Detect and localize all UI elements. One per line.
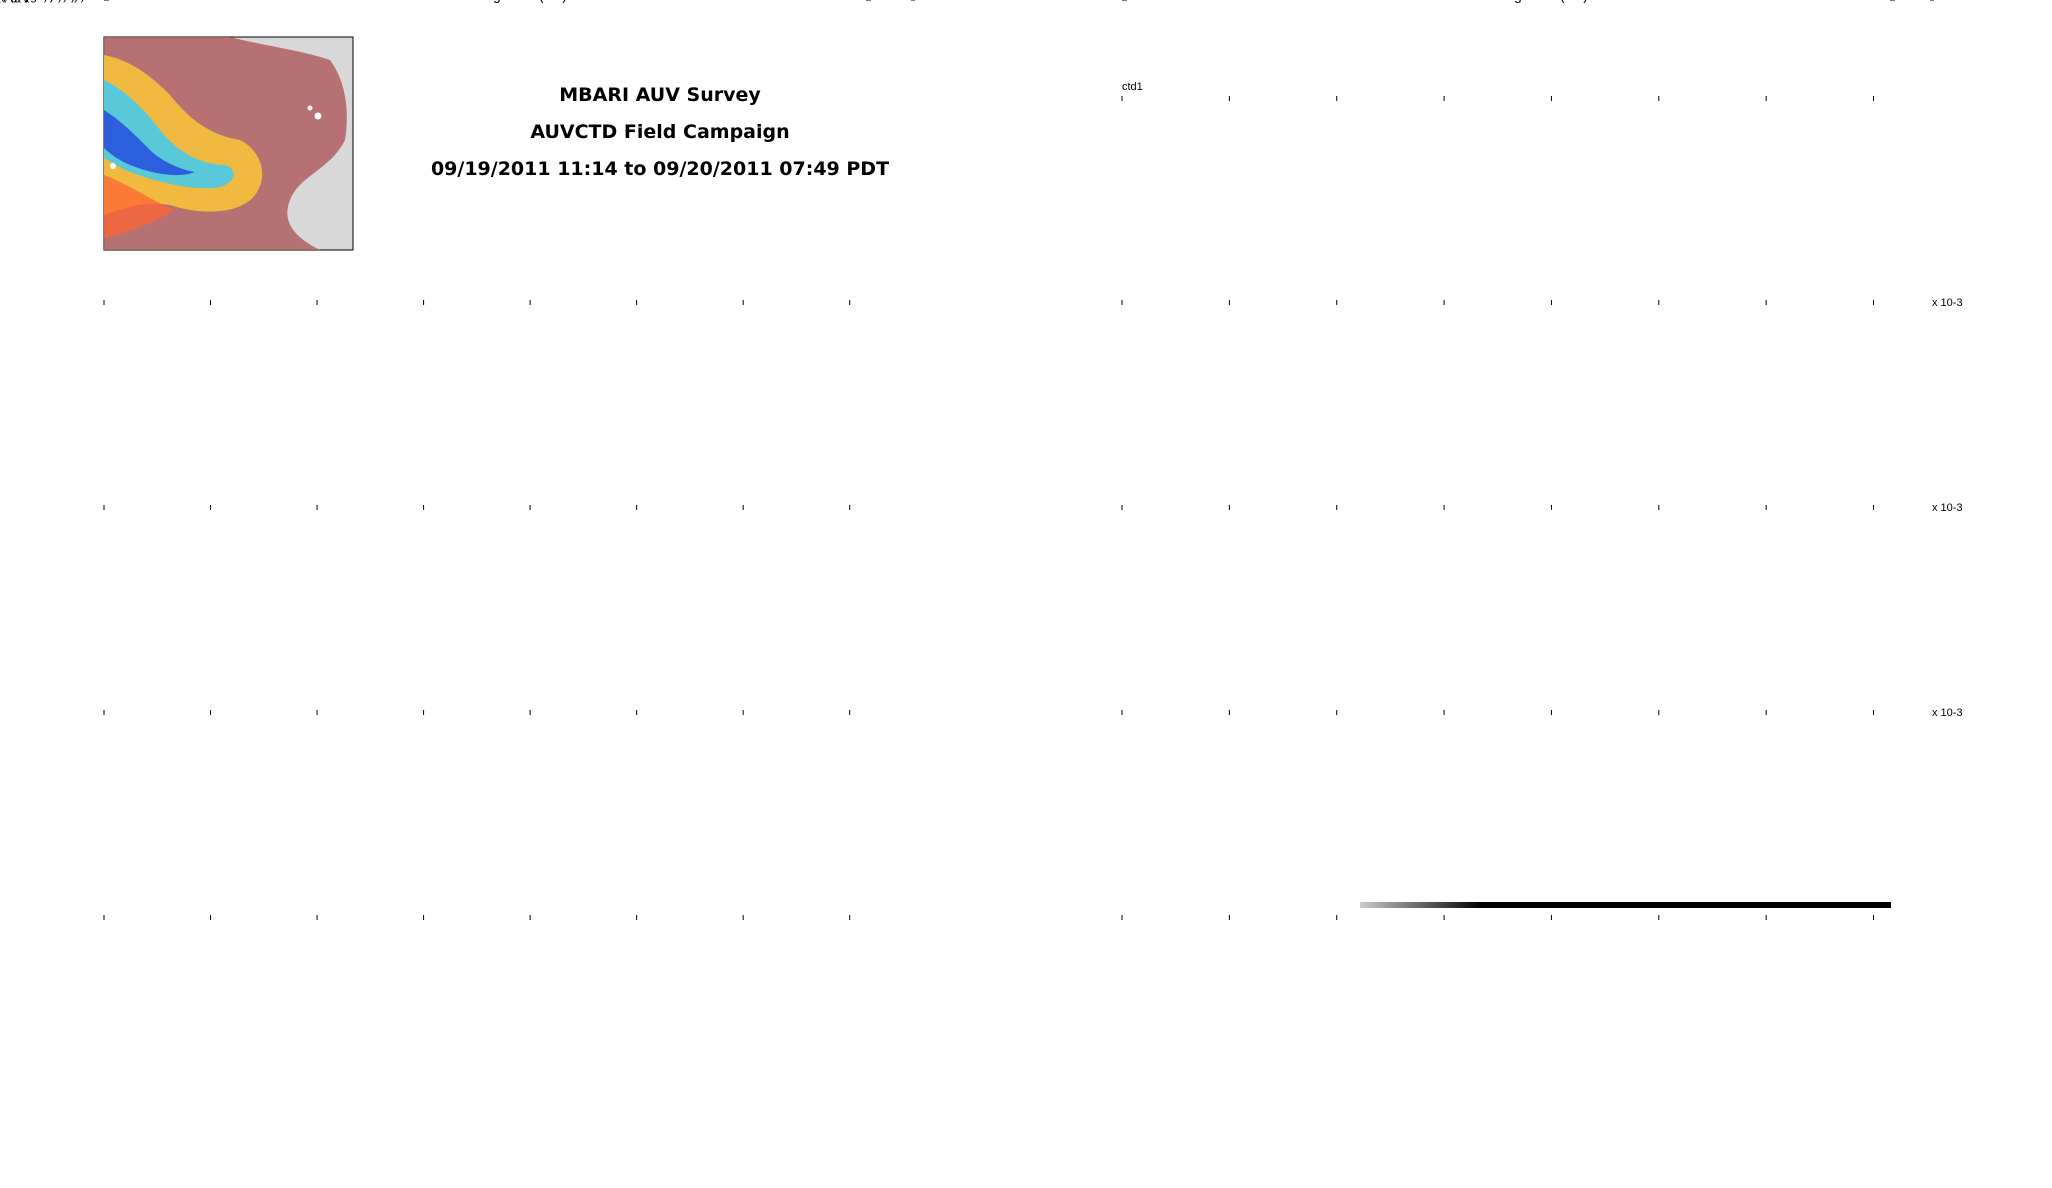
y-tick-label: 15	[84, 0, 98, 3]
colorbar-label: Total Count (log10 count)	[0, 0, 67, 3]
y-tick-label: 25	[84, 0, 98, 3]
y-tick-label: 0	[91, 0, 98, 3]
figure-subtitle: AUVCTD Field Campaign	[400, 121, 920, 143]
panel-transp_count: 0510152025 Depth (m) 2.62.833.23.43.63.8 Tr…	[0, 0, 936, 510]
figure-title: MBARI AUV Survey	[400, 84, 920, 106]
y-tick-label: 20	[84, 0, 98, 3]
colorbar-tick-label: 3.8	[919, 0, 936, 3]
y-tick-label: 5	[91, 0, 98, 3]
y-axis-label: Depth (m)	[0, 0, 29, 3]
panel-total_count: 0510152025 Depth (m) 3.844.24.4 Total Count…	[0, 0, 936, 305]
y-tick-label: 20	[84, 0, 98, 3]
y-axis-label: Depth (m)	[0, 0, 29, 3]
colorbar-tick-label: 3.6	[919, 0, 936, 3]
colorbar-tick-label: 2.6	[919, 0, 936, 3]
colorbar-tick-label: 3	[919, 0, 926, 3]
y-tick-label: 15	[84, 0, 98, 3]
colorbar-tick-label: 4	[919, 0, 926, 3]
panel-nontransp_count: 0510152025Depth (m)-10123Non-Transp Coun…	[0, 0, 930, 715]
colorbar-tick-label: 2.8	[919, 0, 936, 3]
y-tick-label: 10	[84, 0, 98, 3]
location-map	[103, 36, 354, 251]
colorbar-tick-label: 3.8	[919, 0, 936, 3]
y-tick-label: 0	[91, 0, 98, 3]
y-tick-label: 25	[84, 0, 98, 3]
colorbar-tick-label: 4.2	[919, 0, 936, 3]
figure-time-range: 09/19/2011 11:14 to 09/20/2011 07:49 PDT	[400, 158, 920, 180]
colorbar-tick-label: 4.4	[919, 0, 936, 3]
colorbar-label: Transp Count (log10 ai < -4)	[0, 0, 75, 3]
y-tick-label: 10	[84, 0, 98, 3]
colorbar-tick-label: 3.4	[919, 0, 936, 3]
y-tick-label: 5	[91, 0, 98, 3]
colorbar-tick-label: 3.2	[919, 0, 936, 3]
